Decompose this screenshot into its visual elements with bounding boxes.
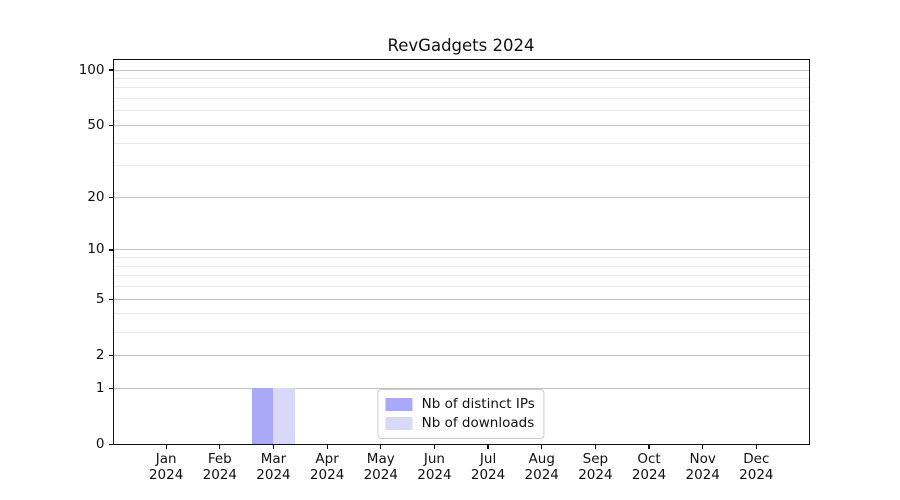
y-tick-label: 100 <box>78 61 105 78</box>
y-tick <box>108 298 113 300</box>
y-gridline-major <box>112 69 810 71</box>
x-tick-label-line: May <box>366 450 395 467</box>
y-tick <box>108 354 113 356</box>
legend-item-downloads: Nb of downloads <box>385 414 535 433</box>
x-tick-label-line: Jul <box>479 450 497 467</box>
x-tick-label: Dec 2024 <box>724 451 788 484</box>
y-gridline-minor <box>112 275 810 277</box>
x-tick-label-line: 2024 <box>417 467 452 483</box>
x-tick-label: Jul 2024 <box>456 451 520 484</box>
y-gridline-major <box>112 354 810 356</box>
y-gridline-minor <box>112 77 810 79</box>
y-gridline-minor <box>112 165 810 167</box>
x-tick-label-line: 2024 <box>631 467 667 483</box>
x-tick-label: Jun 2024 <box>402 451 466 484</box>
plot-border <box>112 58 810 445</box>
bar-nb-of-distinct-ips <box>252 388 274 445</box>
x-tick-label: Feb 2024 <box>188 451 252 484</box>
x-tick-label-line: Nov <box>689 450 716 467</box>
legend-item-distinct-ips: Nb of distinct IPs <box>385 395 535 414</box>
y-gridline-major <box>112 387 810 389</box>
x-tick <box>165 444 167 449</box>
x-tick-label-line: Sep <box>582 450 609 467</box>
x-tick <box>702 444 704 449</box>
x-tick-label-line: Jan <box>155 450 177 467</box>
y-tick <box>108 196 113 199</box>
x-tick <box>755 444 757 449</box>
x-tick <box>541 444 543 449</box>
x-tick <box>380 444 382 449</box>
legend: Nb of distinct IPs Nb of downloads <box>377 388 545 439</box>
y-gridline-minor <box>112 257 810 259</box>
y-tick-label: 5 <box>95 290 105 307</box>
chart-title: RevGadgets 2024 <box>387 36 535 55</box>
x-tick <box>433 444 435 449</box>
x-tick-label-line: Jun <box>423 450 445 467</box>
y-tick-label: 1 <box>95 379 105 396</box>
x-tick-label-line: 2024 <box>524 467 559 483</box>
y-gridline-minor <box>112 87 810 89</box>
y-tick-label: 2 <box>95 346 105 363</box>
x-tick-label: Aug 2024 <box>510 451 574 484</box>
y-gridline-minor <box>112 265 810 267</box>
x-tick <box>326 444 328 449</box>
y-gridline-major <box>112 249 810 251</box>
y-tick-label: 10 <box>87 241 105 258</box>
bar-nb-of-downloads <box>273 388 295 445</box>
x-tick-label-line: 2024 <box>148 467 184 483</box>
x-tick-label-line: Apr <box>315 450 339 467</box>
y-gridline-minor <box>112 98 810 100</box>
x-tick-label-line: Aug <box>528 450 555 467</box>
x-tick <box>594 444 596 449</box>
x-tick-label: Sep 2024 <box>563 451 627 484</box>
y-gridline-major <box>112 196 810 198</box>
x-tick-label-line: Feb <box>207 450 232 467</box>
y-gridline-minor <box>112 142 810 144</box>
y-gridline-minor <box>112 286 810 288</box>
x-tick-label: Nov 2024 <box>671 451 735 484</box>
x-tick <box>272 444 275 449</box>
x-tick-label-line: Mar <box>260 450 287 467</box>
x-tick-label-line: 2024 <box>363 467 398 483</box>
x-tick-label-line: 2024 <box>470 467 506 483</box>
y-gridline-minor <box>112 331 810 333</box>
x-tick-label-line: Dec <box>743 450 770 467</box>
x-tick <box>219 444 221 449</box>
legend-label-downloads: Nb of downloads <box>421 415 535 431</box>
y-tick <box>108 249 113 251</box>
y-tick-label: 20 <box>87 188 105 205</box>
legend-swatch-downloads <box>385 416 413 430</box>
y-tick <box>108 443 113 446</box>
x-tick-label-line: 2024 <box>578 467 613 483</box>
x-tick-label-line: 2024 <box>309 467 345 483</box>
x-tick-label-line: Oct <box>637 450 661 467</box>
x-tick-label-line: 2024 <box>685 467 720 483</box>
x-tick-label-line: 2024 <box>202 467 237 483</box>
y-tick <box>108 387 113 389</box>
y-tick-label: 0 <box>95 436 105 452</box>
x-tick-label: Mar 2024 <box>241 451 305 484</box>
x-tick-label: Jan 2024 <box>134 451 198 484</box>
y-tick <box>108 69 113 71</box>
y-tick <box>108 124 113 127</box>
x-tick <box>487 444 489 449</box>
x-tick-label-line: 2024 <box>256 467 291 483</box>
y-gridline-minor <box>112 110 810 112</box>
y-gridline-major <box>112 124 810 126</box>
x-tick-label: Oct 2024 <box>617 451 681 484</box>
x-tick-label: May 2024 <box>349 451 413 484</box>
legend-label-distinct-ips: Nb of distinct IPs <box>421 396 535 412</box>
y-gridline-major <box>112 298 810 300</box>
plot-area: Nb of distinct IPs Nb of downloads 0 1 2 5 1… <box>79 58 810 483</box>
legend-swatch-distinct-ips <box>385 397 413 411</box>
y-gridline-minor <box>112 313 810 315</box>
x-tick-label-line: 2024 <box>739 467 774 483</box>
x-tick-label: Apr 2024 <box>295 451 359 484</box>
y-tick-label: 50 <box>87 116 105 133</box>
x-tick <box>648 444 650 449</box>
